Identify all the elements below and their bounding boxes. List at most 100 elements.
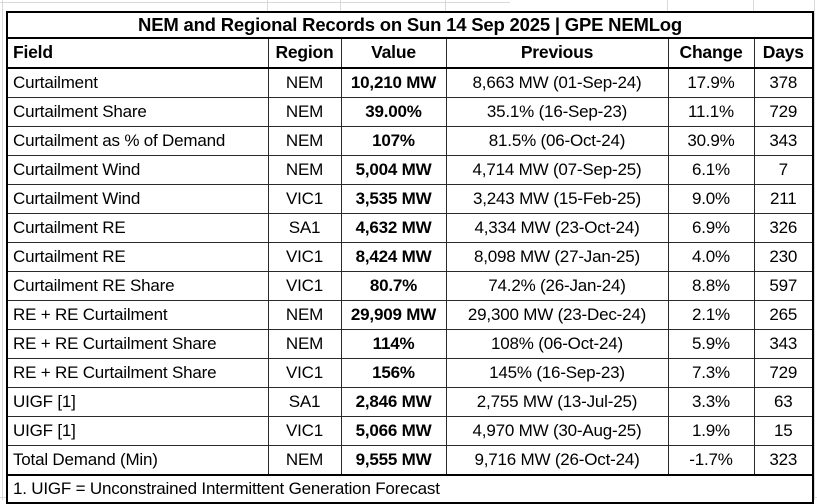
cell-change: 2.1% (667, 300, 755, 330)
column-header-field: Field (6, 37, 269, 69)
cell-change: -1.7% (667, 445, 755, 476)
cell-field: Curtailment Wind (6, 184, 269, 214)
cell-field: RE + RE Curtailment (6, 300, 269, 330)
column-header-days: Days (753, 37, 814, 69)
table-row: RE + RE Curtailment Share VIC1 156% 145%… (6, 358, 814, 388)
cell-region: NEM (267, 445, 342, 476)
table-row: Curtailment Wind NEM 5,004 MW 4,714 MW (… (6, 155, 814, 185)
cell-previous: 4,970 MW (30-Aug-25) (445, 416, 669, 446)
cell-value: 39.00% (340, 97, 447, 127)
cell-region: NEM (267, 67, 342, 98)
table-row: Curtailment Wind VIC1 3,535 MW 3,243 MW … (6, 184, 814, 214)
cell-previous: 3,243 MW (15-Feb-25) (445, 184, 669, 214)
cell-value: 2,846 MW (340, 387, 447, 417)
cell-change: 6.9% (667, 213, 755, 243)
cell-value: 9,555 MW (340, 445, 447, 476)
cell-days: 211 (753, 184, 814, 214)
cell-field: Curtailment RE Share (6, 271, 269, 301)
cell-change: 11.1% (667, 97, 755, 127)
cell-change: 4.0% (667, 242, 755, 272)
spreadsheet-gridline (2, 0, 3, 500)
cell-days: 63 (753, 387, 814, 417)
cell-days: 15 (753, 416, 814, 446)
table-row: UIGF [1] VIC1 5,066 MW 4,970 MW (30-Aug-… (6, 416, 814, 446)
footnote-row: 1. UIGF = Unconstrained Intermittent Gen… (6, 474, 814, 504)
cell-value: 5,004 MW (340, 155, 447, 185)
cell-value: 3,535 MW (340, 184, 447, 214)
cell-previous: 35.1% (16-Sep-23) (445, 97, 669, 127)
cell-previous: 9,716 MW (26-Oct-24) (445, 445, 669, 476)
cell-days: 265 (753, 300, 814, 330)
cell-change: 7.3% (667, 358, 755, 388)
cell-change: 1.9% (667, 416, 755, 446)
column-header-region: Region (267, 37, 342, 69)
records-table: NEM and Regional Records on Sun 14 Sep 2… (6, 11, 815, 504)
cell-value: 107% (340, 126, 447, 156)
cell-change: 8.8% (667, 271, 755, 301)
cell-field: RE + RE Curtailment Share (6, 358, 269, 388)
cell-field: UIGF [1] (6, 387, 269, 417)
column-header-previous: Previous (445, 37, 669, 69)
cell-region: VIC1 (267, 416, 342, 446)
cell-days: 378 (753, 67, 814, 98)
cell-previous: 2,755 MW (13-Jul-25) (445, 387, 669, 417)
table-footnote: 1. UIGF = Unconstrained Intermittent Gen… (6, 474, 814, 504)
cell-field: Curtailment RE (6, 242, 269, 272)
table-row: Curtailment RE VIC1 8,424 MW 8,098 MW (2… (6, 242, 814, 272)
cell-field: Curtailment as % of Demand (6, 126, 269, 156)
table-row: Curtailment NEM 10,210 MW 8,663 MW (01-S… (6, 67, 814, 98)
table-row: Curtailment Share NEM 39.00% 35.1% (16-S… (6, 97, 814, 127)
cell-previous: 108% (06-Oct-24) (445, 329, 669, 359)
cell-region: NEM (267, 97, 342, 127)
cell-days: 7 (753, 155, 814, 185)
column-header-value: Value (340, 37, 447, 69)
cell-previous: 8,663 MW (01-Sep-24) (445, 67, 669, 98)
cell-value: 10,210 MW (340, 67, 447, 98)
cell-value: 80.7% (340, 271, 447, 301)
table-row: Curtailment RE Share VIC1 80.7% 74.2% (2… (6, 271, 814, 301)
table-body: Curtailment NEM 10,210 MW 8,663 MW (01-S… (6, 67, 814, 476)
cell-value: 5,066 MW (340, 416, 447, 446)
cell-previous: 8,098 MW (27-Jan-25) (445, 242, 669, 272)
cell-days: 597 (753, 271, 814, 301)
cell-region: VIC1 (267, 184, 342, 214)
cell-value: 8,424 MW (340, 242, 447, 272)
table-row: Curtailment RE SA1 4,632 MW 4,334 MW (23… (6, 213, 814, 243)
table-title: NEM and Regional Records on Sun 14 Sep 2… (6, 11, 814, 39)
cell-region: NEM (267, 329, 342, 359)
cell-field: Curtailment RE (6, 213, 269, 243)
cell-change: 6.1% (667, 155, 755, 185)
table-row: RE + RE Curtailment Share NEM 114% 108% … (6, 329, 814, 359)
cell-region: NEM (267, 126, 342, 156)
cell-previous: 145% (16-Sep-23) (445, 358, 669, 388)
spreadsheet-gridline (814, 0, 815, 500)
cell-days: 326 (753, 213, 814, 243)
cell-change: 17.9% (667, 67, 755, 98)
cell-region: VIC1 (267, 271, 342, 301)
column-header-change: Change (667, 37, 755, 69)
cell-field: RE + RE Curtailment Share (6, 329, 269, 359)
title-row: NEM and Regional Records on Sun 14 Sep 2… (6, 11, 814, 39)
cell-days: 729 (753, 358, 814, 388)
cell-field: Total Demand (Min) (6, 445, 269, 476)
cell-value: 156% (340, 358, 447, 388)
table-row: RE + RE Curtailment NEM 29,909 MW 29,300… (6, 300, 814, 330)
table-row: Curtailment as % of Demand NEM 107% 81.5… (6, 126, 814, 156)
cell-days: 729 (753, 97, 814, 127)
cell-days: 323 (753, 445, 814, 476)
cell-change: 3.3% (667, 387, 755, 417)
cell-previous: 4,714 MW (07-Sep-25) (445, 155, 669, 185)
table-row: Total Demand (Min) NEM 9,555 MW 9,716 MW… (6, 445, 814, 476)
cell-previous: 74.2% (26-Jan-24) (445, 271, 669, 301)
cell-value: 114% (340, 329, 447, 359)
cell-value: 29,909 MW (340, 300, 447, 330)
cell-region: NEM (267, 300, 342, 330)
cell-days: 230 (753, 242, 814, 272)
spreadsheet-gridline (0, 2, 510, 3)
cell-previous: 81.5% (06-Oct-24) (445, 126, 669, 156)
cell-region: SA1 (267, 387, 342, 417)
cell-region: VIC1 (267, 358, 342, 388)
table-row: UIGF [1] SA1 2,846 MW 2,755 MW (13-Jul-2… (6, 387, 814, 417)
cell-field: UIGF [1] (6, 416, 269, 446)
header-row: Field Region Value Previous Change Days (6, 37, 814, 69)
